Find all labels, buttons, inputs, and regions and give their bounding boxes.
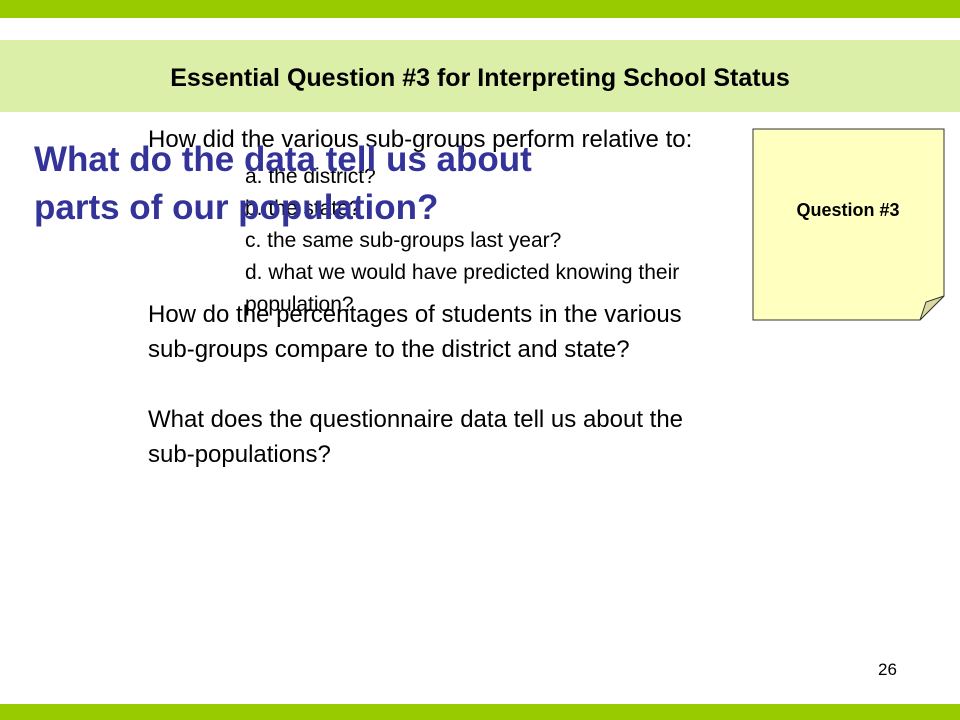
subitem-district: a. the district? (245, 165, 376, 188)
overlay-heading: What do the data tell us about parts of … (34, 136, 734, 232)
sticky-note: Question #3 (752, 128, 946, 322)
question-2-line-2: sub-groups compare to the district and s… (148, 336, 630, 363)
question-1: How did the various sub-groups perform r… (148, 126, 693, 153)
slide-title: Essential Question #3 for Interpreting S… (170, 64, 790, 92)
question-3-line-2: sub-populations? (148, 441, 331, 468)
subitem-predicted: d. what we would have predicted knowing … (245, 261, 680, 284)
question-1-subitems: a. the district? b. the state? c. the sa… (245, 161, 765, 321)
question-2-line-1: How do the percentages of students in th… (148, 301, 682, 328)
bottom-accent-bar (0, 704, 960, 720)
subitem-population: population? (245, 293, 354, 316)
top-accent-bar (0, 0, 960, 18)
subitem-state: b. the state? (245, 197, 361, 220)
overlay-heading-line-2: parts of our population? (34, 188, 439, 227)
page-number: 26 (878, 660, 897, 679)
note-label: Question #3 (796, 200, 900, 220)
question-3-line-1: What does the questionnaire data tell us… (148, 406, 684, 433)
sticky-note-shape (752, 128, 945, 321)
title-band: Essential Question #3 for Interpreting S… (0, 40, 960, 112)
questions-body: How did the various sub-groups perform r… (148, 122, 848, 472)
overlay-heading-line-1: What do the data tell us about (34, 140, 532, 179)
subitem-last-year: c. the same sub-groups last year? (245, 229, 562, 252)
spacer (148, 367, 848, 402)
